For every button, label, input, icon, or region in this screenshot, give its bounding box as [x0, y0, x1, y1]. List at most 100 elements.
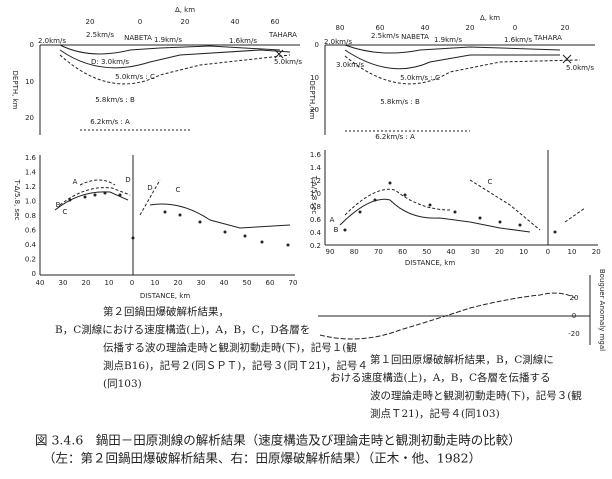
distance-tick-label: 30: [471, 248, 480, 256]
layer-label: 1.9km/s: [154, 36, 182, 44]
time-axis-label: T-Δ/5.8 sec: [310, 175, 318, 215]
caption-line: 伝播する波の理論走時と観測初動走時(下)，記号１(観: [103, 341, 357, 354]
top-axis-label: Δ, km: [480, 14, 500, 22]
layer-label: 5.8km/s : B: [95, 96, 135, 104]
depth-tick-label: 20: [310, 106, 319, 114]
time-tick-label: 1.0: [310, 190, 321, 198]
caption-line: (同103): [103, 378, 142, 390]
distance-tick-label: 20: [592, 248, 601, 256]
curve-label: A: [73, 178, 78, 186]
depth-axis-label: DEPTH, km: [308, 81, 316, 120]
distance-tick-label: 0: [130, 279, 134, 287]
depth-tick-label: 0: [315, 41, 319, 49]
bouguer-tick-label: 0: [572, 312, 576, 320]
layer-label: 1.6km/s: [229, 37, 257, 45]
layer-label: 5.0km/s : C: [115, 73, 155, 81]
distance-tick-label: 30: [197, 279, 206, 287]
layer-label: 2.0km/s: [324, 38, 352, 46]
top-tick-label: 40: [231, 18, 240, 26]
time-tick-label: 0.4: [25, 241, 37, 249]
depth-tick-label: 0: [30, 41, 34, 49]
curve-label: D: [125, 176, 130, 184]
time-tick-label: 1.2: [25, 183, 36, 191]
layer-label: 5.0km/s : C: [400, 74, 440, 82]
layer-label: D: 3.0km/s: [91, 58, 129, 66]
time-tick-label: 0.4: [310, 229, 322, 237]
top-axis-label: Δ, km: [175, 6, 195, 14]
distance-tick-label: 10: [105, 279, 114, 287]
layer-label: 6.2km/s : A: [90, 118, 130, 126]
layer-label: 3.0km/s: [336, 61, 364, 69]
time-tick-label: 0.2: [310, 242, 321, 250]
time-tick-label: 1.0: [25, 198, 36, 206]
curve-label: A: [330, 216, 335, 224]
distance-tick-label: 90: [326, 248, 335, 256]
time-tick-label: 0.8: [310, 203, 321, 211]
curve-label: C: [63, 208, 68, 216]
distance-tick-label: 20: [82, 279, 91, 287]
distance-tick-label: 20: [495, 248, 504, 256]
layer-label: TAHARA: [268, 31, 297, 39]
distance-axis-label: DISTANCE, km: [405, 259, 455, 267]
top-tick-label: 80: [336, 24, 345, 32]
distance-tick-label: 70: [289, 279, 298, 287]
distance-tick-label: 40: [36, 279, 45, 287]
distance-tick-label: 0: [546, 248, 550, 256]
curve-label: D: [147, 184, 152, 192]
distance-axis-label: DISTANCE, km: [140, 292, 190, 300]
time-tick-label: 1.6: [310, 151, 322, 159]
distance-tick-label: 20: [174, 279, 183, 287]
caption-line: 波の理論走時と観測初動走時(下)，記号３(観: [370, 389, 582, 402]
distance-tick-label: 30: [59, 279, 68, 287]
caption-line: 第２回鍋田爆破解析結果，: [103, 305, 229, 318]
top-tick-label: 20: [181, 18, 190, 26]
depth-tick-label: 20: [25, 114, 34, 122]
time-tick-label: 1.4: [310, 164, 322, 172]
top-tick-label: 20: [86, 18, 95, 26]
top-tick-label: 60: [271, 18, 280, 26]
curve-label: C: [176, 186, 181, 194]
top-tick-label: 0: [138, 18, 142, 26]
layer-label: 1.6km/s: [504, 36, 532, 44]
time-tick-label: 0.6: [25, 227, 37, 235]
top-tick-label: 20: [561, 24, 570, 32]
bouguer-tick-label: -20: [568, 330, 579, 338]
layer-label: 2.5km/s: [371, 32, 399, 40]
layer-label: 2.0km/s: [38, 37, 66, 45]
layer-label: 5.0km/s: [274, 58, 302, 66]
distance-tick-label: 10: [519, 248, 528, 256]
time-tick-label: 1.6: [25, 154, 37, 162]
depth-tick-label: 10: [310, 74, 319, 82]
layer-label: 6.2km/s : A: [375, 133, 415, 141]
figure-caption: （左：第２回鍋田爆破解析結果、右：田原爆破解析結果）（正木・他、1982）: [43, 451, 481, 466]
distance-tick-label: 10: [568, 248, 577, 256]
time-tick-label: 0.6: [310, 216, 322, 224]
time-tick-label: 0.2: [25, 256, 36, 264]
distance-tick-label: 50: [422, 248, 431, 256]
time-axis-label: T-Δ/5.8, sec: [13, 179, 21, 221]
curve-label: B: [56, 201, 61, 209]
depth-tick-label: 10: [25, 78, 34, 86]
left-structure: [39, 44, 300, 135]
layer-label: 1.9km/s: [434, 36, 462, 44]
distance-tick-label: 40: [220, 279, 229, 287]
layer-label: TAHARA: [533, 34, 562, 42]
depth-axis-label: DEPTH, km: [11, 71, 19, 110]
distance-tick-label: 50: [243, 279, 252, 287]
top-tick-label: 40: [421, 24, 430, 32]
caption-line: 第１回田原爆破解析結果，B，C測線に: [370, 353, 554, 366]
time-tick-label: 1.4: [25, 169, 37, 177]
right-structure: [324, 44, 595, 135]
left-traveltime: [39, 155, 295, 276]
time-tick-label: 0: [32, 270, 36, 278]
layer-label: NABETA: [124, 34, 152, 42]
right-traveltime: [324, 150, 598, 246]
bouguer-plot: [318, 275, 591, 345]
caption-line: B，C測線における速度構造(上)，A，B，C，D各層を: [55, 323, 310, 336]
distance-tick-label: 60: [398, 248, 407, 256]
bouguer-tick-label: 20: [570, 294, 579, 302]
distance-tick-label: 60: [266, 279, 275, 287]
caption-line: 測点B16)，記号２(同ＳＰＴ)，記号３(同Ｔ21)，記号４: [103, 359, 368, 372]
distance-tick-label: 80: [350, 248, 359, 256]
distance-tick-label: 10: [151, 279, 160, 287]
